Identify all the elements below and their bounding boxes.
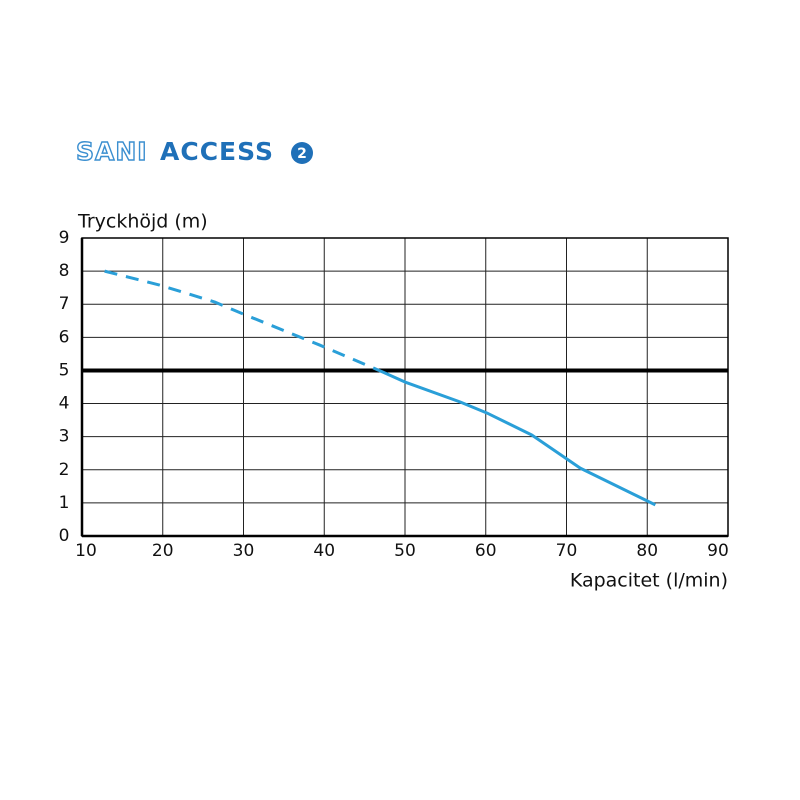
y-tick-label: 7 [59, 294, 70, 314]
y-tick-label: 5 [59, 360, 70, 380]
x-axis-label: Kapacitet (l/min) [570, 570, 728, 592]
logo-badge: 2 [297, 146, 307, 162]
x-tick-label: 70 [556, 541, 578, 561]
x-tick-label: 30 [233, 541, 255, 561]
y-tick-label: 6 [59, 327, 70, 347]
logo-product: ACCESS [160, 137, 274, 166]
x-tick-label: 10 [75, 541, 97, 561]
pump-curve [104, 269, 380, 372]
y-tick-label: 8 [59, 261, 70, 281]
logo-badge-circle [291, 142, 313, 164]
y-tick-label: 9 [59, 228, 70, 248]
pump-curve [378, 369, 656, 507]
x-tick-label: 50 [394, 541, 416, 561]
x-tick-label: 90 [707, 541, 729, 561]
y-tick-label: 3 [59, 427, 70, 447]
y-tick-label: 0 [59, 526, 70, 546]
y-axis-label: Tryckhöjd (m) [77, 211, 208, 233]
x-tick-label: 40 [313, 541, 335, 561]
logo-brand: SANI [76, 137, 148, 166]
logo: SANI ACCESS 2 [75, 136, 313, 167]
y-tick-label: 1 [59, 493, 70, 513]
x-tick-label: 60 [475, 541, 497, 561]
y-tick-label: 4 [59, 394, 70, 414]
x-tick-label: 20 [152, 541, 174, 561]
x-tick-label: 80 [636, 541, 658, 561]
y-tick-label: 2 [59, 460, 70, 480]
